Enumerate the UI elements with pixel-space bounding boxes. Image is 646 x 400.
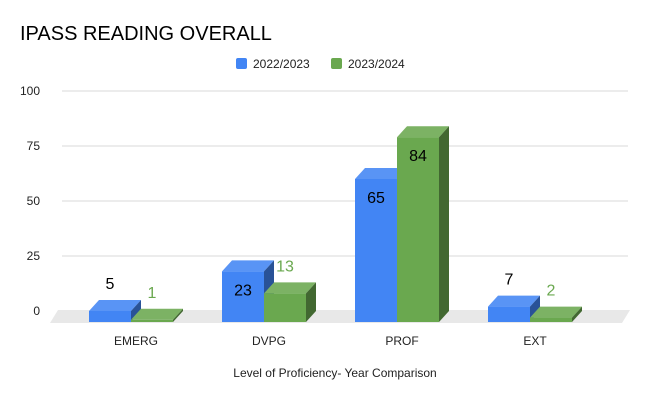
x-tick-label-emerg: EMERG — [114, 334, 158, 348]
chart-title: IPASS READING OVERALL — [20, 23, 272, 45]
bar-side-face — [439, 126, 449, 322]
legend-label-0: 2022/2023 — [253, 57, 310, 71]
data-label-dvpg-0: 23 — [234, 282, 252, 299]
bar-emerg-0 — [89, 300, 141, 322]
bar-side-face — [306, 282, 316, 322]
bar-top-face — [222, 260, 274, 272]
bar-top-face — [530, 306, 582, 318]
x-axis-label: Level of Proficiency- Year Comparison — [233, 366, 436, 380]
bar-side-face — [173, 308, 183, 322]
bar-top-face — [264, 282, 316, 294]
data-label-ext-1: 2 — [547, 283, 556, 300]
data-label-emerg-0: 5 — [106, 276, 115, 293]
bars: 5 1 23 13 65 84 7 2 — [89, 126, 582, 322]
bar-top-face — [89, 300, 141, 311]
bar-front-face — [488, 306, 530, 322]
y-tick-label-75: 75 — [27, 139, 41, 153]
x-tick-label-prof: PROF — [385, 334, 418, 348]
bar-side-face — [131, 300, 141, 322]
bar-top-face — [131, 308, 183, 320]
x-tick-label-dvpg: DVPG — [252, 334, 286, 348]
data-label-prof-0: 65 — [367, 190, 385, 207]
bar-top-face — [355, 168, 407, 179]
bar-front-face — [355, 179, 397, 322]
y-tick-label-25: 25 — [27, 249, 41, 263]
legend: 2022/2023 2023/2024 — [236, 57, 405, 71]
data-label-prof-1: 84 — [409, 148, 427, 165]
bar-dvpg-1 — [264, 282, 316, 322]
bar-side-face — [572, 306, 582, 322]
x-tick-label-ext: EXT — [523, 334, 547, 348]
data-label-emerg-1: 1 — [148, 285, 157, 302]
bar-front-face — [397, 137, 439, 322]
y-axis-ticks: 0 25 50 75 100 — [20, 84, 40, 318]
bar-prof-1 — [397, 126, 449, 322]
y-tick-label-100: 100 — [20, 84, 40, 98]
data-label-ext-0: 7 — [505, 272, 514, 289]
bar-top-face — [488, 295, 540, 307]
bar-front-face — [264, 293, 306, 322]
y-tick-label-0: 0 — [33, 304, 40, 318]
bar-front-face — [89, 311, 131, 322]
bar-dvpg-0 — [222, 260, 274, 322]
gridlines — [62, 90, 628, 312]
x-axis-ticks: EMERG DVPG PROF EXT — [114, 334, 547, 348]
bar-top-face — [397, 126, 449, 138]
bar-front-face — [222, 271, 264, 322]
legend-swatch-1 — [331, 58, 342, 69]
legend-label-1: 2023/2024 — [348, 57, 405, 71]
data-label-dvpg-1: 13 — [276, 258, 294, 275]
bar-front-face — [530, 317, 572, 322]
bar-front-face — [131, 319, 173, 322]
chart-floor — [50, 310, 630, 323]
y-tick-label-50: 50 — [27, 194, 41, 208]
bar-emerg-1 — [131, 308, 183, 322]
legend-swatch-0 — [236, 58, 247, 69]
bar-ext-1 — [530, 306, 582, 322]
